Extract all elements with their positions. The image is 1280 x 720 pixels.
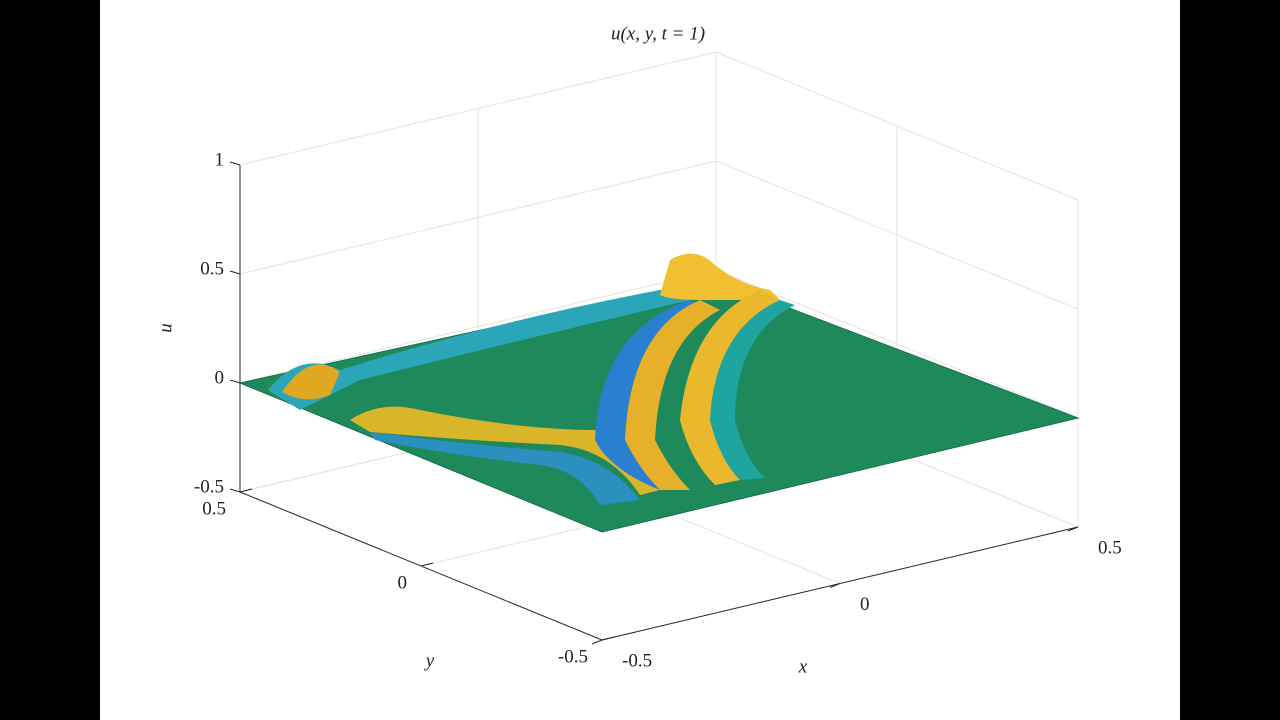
z-tick-label: 1 [215, 149, 225, 170]
grid-line [715, 269, 1079, 419]
z-tick [229, 379, 241, 384]
x-tick [1067, 526, 1079, 532]
grid-line [239, 160, 717, 275]
surface-wave [268, 290, 690, 410]
y-tick [420, 562, 434, 567]
z-tick [229, 161, 241, 166]
x-tick [829, 583, 841, 588]
surface-wave [595, 300, 705, 490]
surface-wave [370, 432, 640, 505]
z-tick [229, 270, 241, 275]
z-tick-label: 0 [215, 367, 225, 388]
surface-wave [660, 253, 780, 300]
surface-wave [710, 300, 795, 480]
z-tick-label: -0.5 [194, 476, 224, 497]
x-tick-label: 0.5 [1098, 537, 1122, 558]
grid-line [715, 160, 1079, 310]
surface [238, 253, 1080, 533]
grid-line [239, 51, 717, 166]
z-axis-label: u [155, 323, 176, 333]
chart-title: u(x, y, t = 1) [611, 23, 705, 44]
y-tick-label: 0.5 [202, 498, 226, 519]
x-axis-label: x [798, 656, 808, 677]
axes: -0.500.5-0.500.5-0.500.51 [194, 149, 1122, 671]
y-axis-label: y [424, 650, 435, 671]
surface-wave [680, 290, 780, 485]
grid-line [715, 51, 1079, 201]
z-tick-label: 0.5 [200, 258, 224, 279]
x-tick-label: -0.5 [622, 650, 652, 671]
surface-wave [350, 406, 660, 495]
surface-wave [282, 364, 340, 400]
y-tick [601, 636, 615, 641]
x-tick-label: 0 [860, 594, 870, 615]
surface-wave [625, 300, 720, 490]
side-bar [0, 0, 100, 720]
y-tick-label: -0.5 [558, 646, 588, 667]
side-bar [1180, 0, 1280, 720]
z-tick [229, 488, 241, 493]
y-tick-label: 0 [398, 572, 408, 593]
x-tick [591, 639, 603, 645]
y-tick [239, 488, 253, 493]
